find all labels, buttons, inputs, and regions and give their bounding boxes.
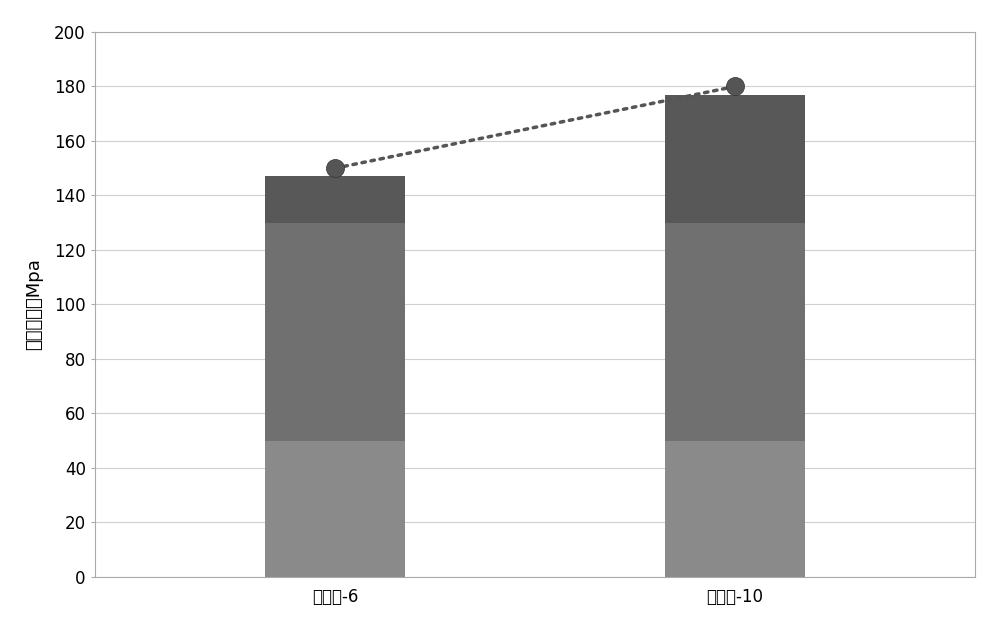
Y-axis label: 粒子强度，Mpa: 粒子强度，Mpa bbox=[25, 259, 43, 350]
Bar bbox=[665, 223, 805, 440]
Bar bbox=[265, 177, 405, 223]
Bar bbox=[665, 95, 805, 223]
Bar bbox=[665, 440, 805, 577]
Bar bbox=[265, 223, 405, 440]
Bar bbox=[265, 440, 405, 577]
